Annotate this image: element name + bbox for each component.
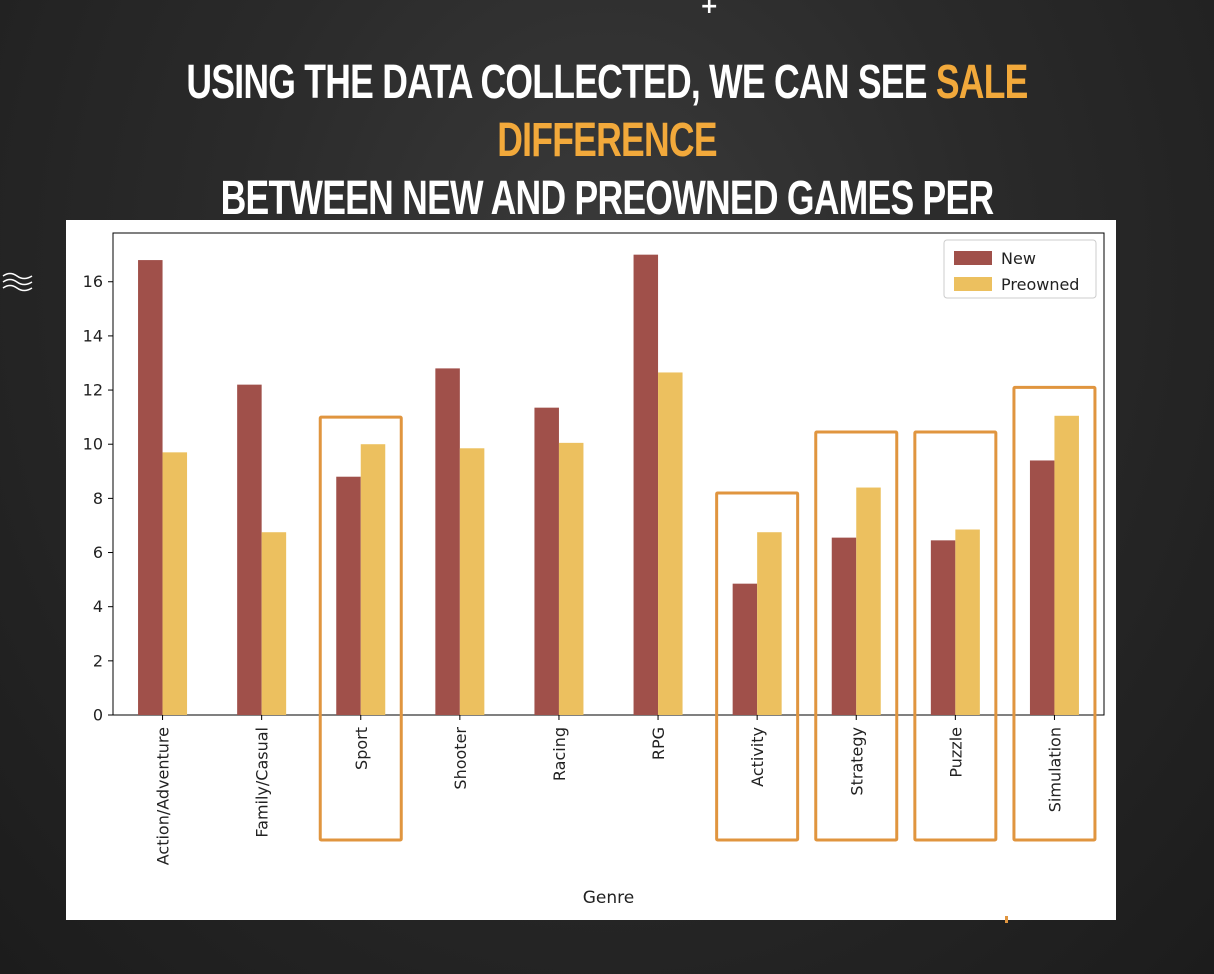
- highlight-box-sport: [318, 415, 403, 842]
- highlight-box-simulation: [1012, 385, 1097, 842]
- highlight-box-activity: [715, 491, 800, 842]
- x-tick-label: Shooter: [451, 727, 470, 790]
- legend-label: Preowned: [1001, 275, 1079, 294]
- bar-preowned-strategy: [856, 487, 881, 715]
- highlight-box-puzzle: [913, 430, 998, 842]
- bar-new-action-adventure: [138, 260, 163, 715]
- bar-new-simulation: [1029, 460, 1055, 715]
- bar-preowned-shooter: [459, 448, 485, 715]
- bar-new-puzzle: [930, 540, 956, 715]
- bar-new-sport: [336, 476, 361, 715]
- x-tick-label: Racing: [550, 727, 569, 781]
- x-tick-label: Activity: [748, 727, 767, 787]
- x-tick-label: Sport: [352, 727, 371, 770]
- bar-preowned-family-casual: [261, 532, 287, 715]
- highlight-box-strategy: [814, 430, 899, 842]
- x-axis-label: Genre: [583, 888, 634, 908]
- legend-label: New: [1001, 249, 1036, 268]
- wave-lines-icon: [2, 272, 33, 292]
- bar-preowned-rpg: [658, 372, 683, 715]
- chart-panel: 0 2 4 6 8 10 12 14 16 Action/Adventure Family/Casu…: [66, 220, 1116, 920]
- bar-new-activity: [732, 583, 758, 715]
- y-tick-label: 8: [93, 489, 103, 508]
- plus-icon: +: [700, 0, 719, 19]
- bar-new-rpg: [633, 254, 659, 716]
- bar-preowned-sport: [360, 444, 386, 715]
- bar-new-racing: [534, 407, 559, 715]
- headline-line-1: USING THE DATA COLLECTED, WE CAN SEE SAL…: [158, 54, 1056, 170]
- y-tick-label: 6: [93, 543, 103, 562]
- y-tick-label: 2: [93, 651, 103, 670]
- x-tick-label: RPG: [649, 727, 668, 760]
- bar-preowned-puzzle: [955, 529, 980, 715]
- y-tick-label: 4: [93, 597, 103, 616]
- y-tick-label: 10: [83, 435, 103, 454]
- headline-text: USING THE DATA COLLECTED, WE CAN SEE: [186, 56, 936, 109]
- x-tick-label: Family/Casual: [253, 727, 272, 838]
- bar-preowned-racing: [558, 442, 584, 715]
- bar-new-strategy: [831, 537, 857, 715]
- y-tick-label: 12: [83, 381, 103, 400]
- bar-new-shooter: [435, 368, 460, 715]
- y-tick-label: 14: [83, 326, 103, 345]
- x-tick-label: Simulation: [1045, 727, 1064, 812]
- headline-highlight: SALE DIFFERENCE: [497, 56, 1028, 167]
- legend-swatch-new: [954, 251, 992, 265]
- y-tick-label: 0: [93, 706, 103, 725]
- bar-preowned-action-adventure: [162, 452, 188, 715]
- y-tick-label: 16: [83, 272, 103, 291]
- x-tick-label: Puzzle: [946, 727, 965, 778]
- x-tick-label: Strategy: [847, 727, 866, 796]
- x-tick-label: Action/Adventure: [154, 727, 173, 865]
- bar-preowned-activity: [757, 532, 782, 715]
- bar-new-family-casual: [237, 384, 262, 715]
- bar-chart: 0 2 4 6 8 10 12 14 16 Action/Adventure Family/Casu…: [83, 232, 1105, 908]
- bar-preowned-simulation: [1054, 415, 1079, 715]
- legend-swatch-preowned: [954, 277, 992, 291]
- plot-frame: [112, 232, 1105, 716]
- decorative-mark: [1005, 916, 1008, 923]
